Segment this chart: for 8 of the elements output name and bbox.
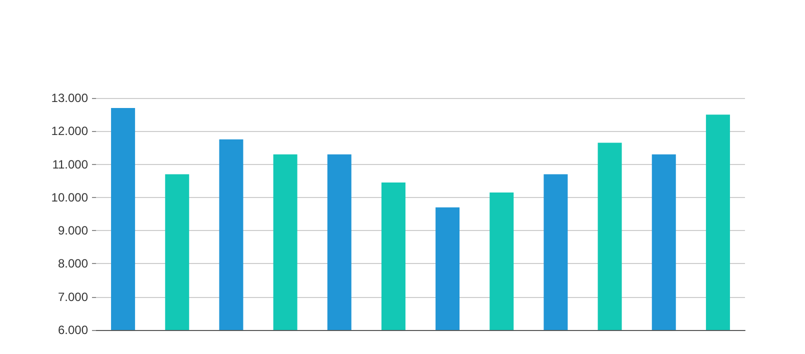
y-tick-label: 6.000	[58, 323, 88, 337]
y-tick-label: 11.000	[52, 157, 88, 172]
y-tick-label: 8.000	[58, 256, 88, 271]
y-tick-label: 7.000	[58, 290, 88, 304]
y-tick-label: 13.000	[51, 91, 88, 105]
y-tick-label: 12.000	[51, 124, 88, 138]
y-tick-label: 10.000	[51, 190, 88, 204]
y-tick-label: 9.000	[58, 224, 88, 238]
